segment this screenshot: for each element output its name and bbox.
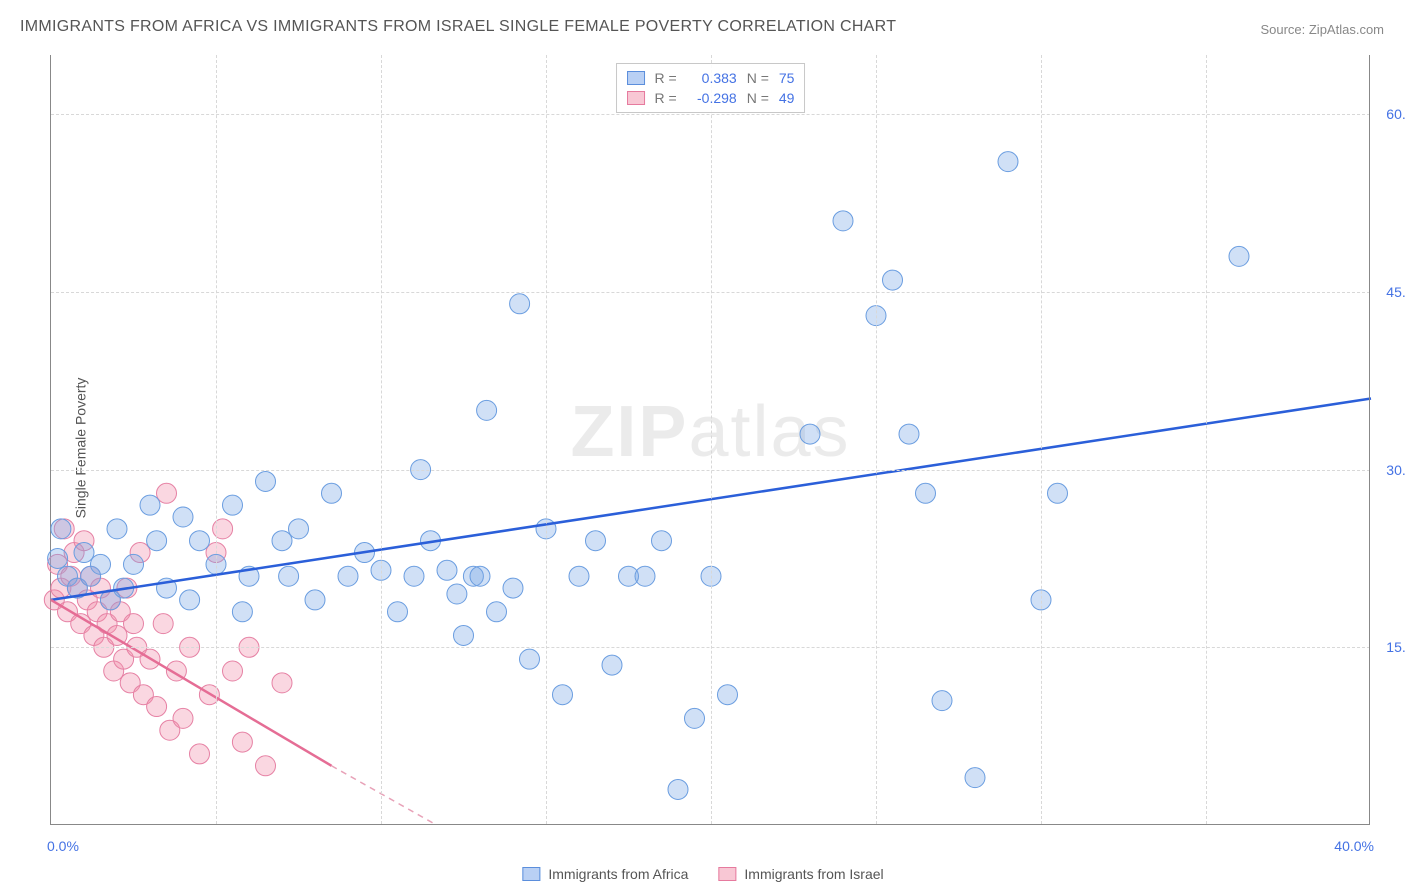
legend-bottom-swatch-africa	[522, 867, 540, 881]
point-africa	[1229, 246, 1249, 266]
point-africa	[503, 578, 523, 598]
y-tick-label: 15.0%	[1386, 639, 1406, 655]
point-africa	[883, 270, 903, 290]
point-africa	[388, 602, 408, 622]
point-africa	[48, 548, 68, 568]
point-africa	[454, 625, 474, 645]
point-israel	[173, 708, 193, 728]
point-israel	[147, 697, 167, 717]
point-africa	[107, 519, 127, 539]
legend-r-africa: 0.383	[687, 70, 737, 86]
plot-right-border	[1369, 55, 1370, 825]
point-africa	[447, 584, 467, 604]
point-africa	[74, 543, 94, 563]
gridline-v	[1041, 55, 1042, 824]
point-africa	[338, 566, 358, 586]
legend-item-israel: Immigrants from Israel	[718, 866, 883, 882]
legend-bottom-label-africa: Immigrants from Africa	[548, 866, 688, 882]
point-africa	[190, 531, 210, 551]
point-africa	[510, 294, 530, 314]
source-label: Source: ZipAtlas.com	[1260, 22, 1384, 37]
legend-row-israel: R = -0.298 N = 49	[627, 88, 795, 108]
y-tick-label: 30.0%	[1386, 462, 1406, 478]
point-africa	[833, 211, 853, 231]
point-africa	[899, 424, 919, 444]
legend-n-label-2: N =	[747, 90, 769, 106]
legend-row-africa: R = 0.383 N = 75	[627, 68, 795, 88]
point-israel	[124, 614, 144, 634]
point-israel	[190, 744, 210, 764]
legend-item-africa: Immigrants from Africa	[522, 866, 688, 882]
x-tick-label: 40.0%	[1334, 838, 1374, 854]
point-africa	[470, 566, 490, 586]
point-israel	[153, 614, 173, 634]
gridline-v	[216, 55, 217, 824]
point-africa	[91, 554, 111, 574]
point-israel	[232, 732, 252, 752]
gridline-v	[546, 55, 547, 824]
point-israel	[157, 483, 177, 503]
legend-r-israel: -0.298	[687, 90, 737, 106]
point-africa	[256, 471, 276, 491]
point-africa	[305, 590, 325, 610]
point-israel	[272, 673, 292, 693]
legend-bottom-label-israel: Immigrants from Israel	[744, 866, 883, 882]
point-africa	[553, 685, 573, 705]
legend-n-africa: 75	[779, 70, 795, 86]
point-africa	[477, 400, 497, 420]
legend-swatch-israel	[627, 91, 645, 105]
point-africa	[965, 768, 985, 788]
point-africa	[668, 779, 688, 799]
point-africa	[223, 495, 243, 515]
point-africa	[586, 531, 606, 551]
plot-area: ZIPatlas R = 0.383 N = 75 R = -0.298 N =…	[50, 55, 1370, 825]
legend-n-label: N =	[747, 70, 769, 86]
point-africa	[404, 566, 424, 586]
legend-n-israel: 49	[779, 90, 795, 106]
legend-r-label-2: R =	[655, 90, 677, 106]
point-africa	[520, 649, 540, 669]
y-tick-label: 60.0%	[1386, 106, 1406, 122]
point-africa	[1048, 483, 1068, 503]
gridline-v	[381, 55, 382, 824]
legend-bottom-swatch-israel	[718, 867, 736, 881]
point-africa	[916, 483, 936, 503]
point-africa	[140, 495, 160, 515]
correlation-legend: R = 0.383 N = 75 R = -0.298 N = 49	[616, 63, 806, 113]
point-africa	[124, 554, 144, 574]
chart-title: IMMIGRANTS FROM AFRICA VS IMMIGRANTS FRO…	[20, 18, 896, 36]
point-africa	[932, 691, 952, 711]
gridline-v	[876, 55, 877, 824]
point-africa	[180, 590, 200, 610]
point-africa	[173, 507, 193, 527]
point-africa	[437, 560, 457, 580]
trendline-israel-extrapolated	[332, 766, 437, 825]
point-africa	[51, 519, 71, 539]
point-africa	[800, 424, 820, 444]
x-tick-label: 0.0%	[47, 838, 79, 854]
point-africa	[998, 152, 1018, 172]
point-africa	[685, 708, 705, 728]
point-africa	[322, 483, 342, 503]
point-africa	[569, 566, 589, 586]
gridline-v	[1206, 55, 1207, 824]
legend-swatch-africa	[627, 71, 645, 85]
gridline-v	[711, 55, 712, 824]
point-africa	[279, 566, 299, 586]
legend-r-label: R =	[655, 70, 677, 86]
point-africa	[272, 531, 292, 551]
y-tick-label: 45.0%	[1386, 284, 1406, 300]
point-africa	[718, 685, 738, 705]
point-africa	[635, 566, 655, 586]
point-africa	[487, 602, 507, 622]
series-legend: Immigrants from Africa Immigrants from I…	[522, 866, 883, 882]
point-israel	[223, 661, 243, 681]
point-africa	[147, 531, 167, 551]
point-israel	[256, 756, 276, 776]
point-africa	[652, 531, 672, 551]
point-africa	[289, 519, 309, 539]
point-africa	[232, 602, 252, 622]
point-africa	[602, 655, 622, 675]
